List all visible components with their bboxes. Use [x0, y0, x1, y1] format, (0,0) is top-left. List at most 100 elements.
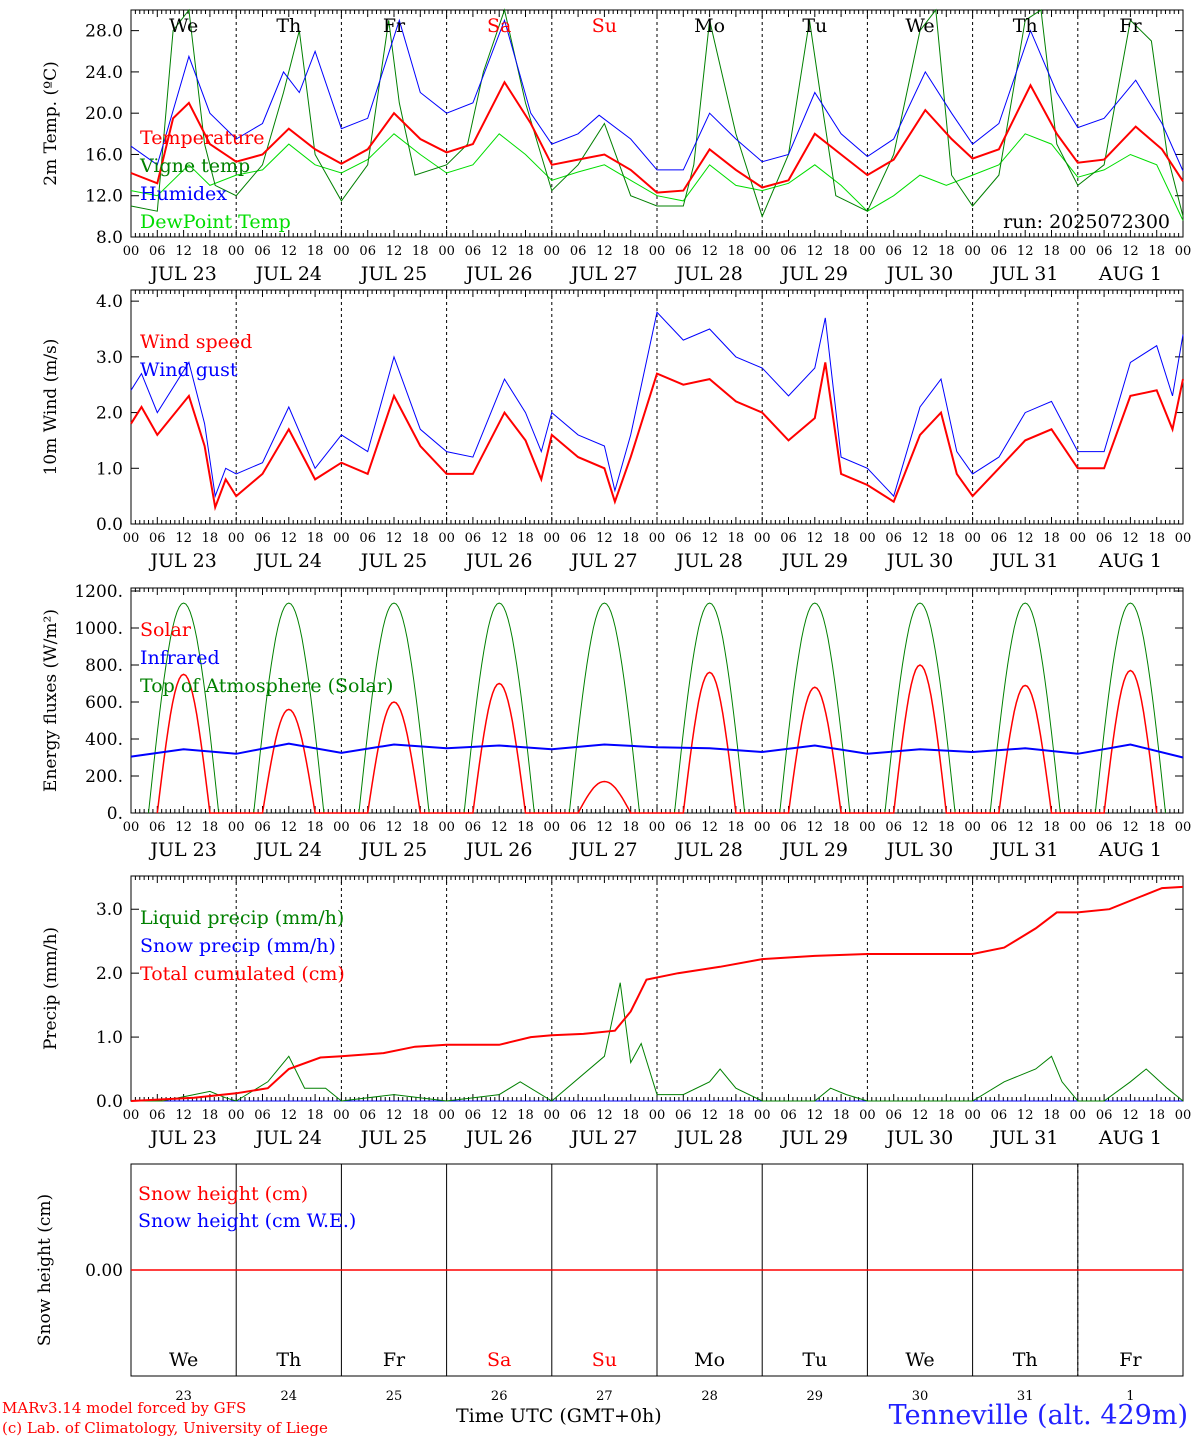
hour-tick-label: 12 — [1122, 820, 1139, 835]
hour-tick-label: 12 — [596, 531, 613, 546]
run-label: run: 2025072300 — [1003, 211, 1170, 233]
hour-tick-label: 06 — [570, 820, 587, 835]
hour-tick-label: 00 — [333, 1108, 350, 1123]
hour-tick-label: 18 — [412, 1108, 429, 1123]
y-tick-label: 4.0 — [96, 292, 123, 312]
legend-solar: Solar — [140, 619, 192, 641]
date-label: JUL 23 — [148, 550, 216, 572]
hour-tick-label: 00 — [1175, 1108, 1192, 1123]
hour-tick-label: 06 — [254, 820, 271, 835]
hour-tick-label: 12 — [175, 531, 192, 546]
weekday-label: We — [169, 15, 198, 37]
weekday-label: Sa — [487, 1349, 511, 1371]
hour-tick-label: 06 — [885, 531, 902, 546]
y-tick-label: 0.00 — [85, 1261, 123, 1281]
date-label: JUL 28 — [674, 550, 742, 572]
hour-tick-label: 00 — [438, 531, 455, 546]
legend-cumulated: Total cumulated (cm) — [140, 963, 345, 985]
date-label: JUL 23 — [148, 1127, 216, 1149]
date-label: JUL 31 — [990, 839, 1058, 861]
hour-tick-label: 18 — [1148, 531, 1165, 546]
hour-tick-label: 12 — [386, 820, 403, 835]
date-label: JUL 24 — [254, 263, 322, 285]
hour-tick-label: 18 — [517, 1108, 534, 1123]
legend-humidex: Humidex — [140, 183, 227, 205]
hour-tick-label: 12 — [701, 820, 718, 835]
hour-tick-label: 18 — [938, 244, 955, 259]
hour-tick-label: 18 — [833, 244, 850, 259]
date-label: JUL 25 — [359, 1127, 427, 1149]
hour-tick-label: 00 — [754, 531, 771, 546]
date-label: AUG 1 — [1098, 550, 1162, 572]
panel-3-ylabel: Energy fluxes (W/m²) — [41, 609, 61, 792]
hour-tick-label: 00 — [1070, 820, 1087, 835]
date-label: JUL 28 — [674, 263, 742, 285]
series-solar — [156, 664, 1158, 814]
hour-tick-label: 06 — [780, 531, 797, 546]
legend-wind_gust: Wind gust — [140, 359, 238, 381]
hour-tick-label: 06 — [570, 531, 587, 546]
hour-tick-label: 06 — [570, 1108, 587, 1123]
series-liquid — [131, 982, 1184, 1102]
hour-tick-label: 06 — [149, 1108, 166, 1123]
date-label: JUL 27 — [569, 1127, 637, 1149]
hour-tick-label: 06 — [991, 531, 1008, 546]
date-label: AUG 1 — [1098, 263, 1162, 285]
hour-tick-label: 18 — [833, 820, 850, 835]
hour-tick-label: 18 — [938, 531, 955, 546]
y-tick-label: 2.0 — [96, 404, 123, 424]
y-tick-label: 28.0 — [85, 22, 123, 42]
legend-infrared: Infrared — [140, 647, 220, 669]
hour-tick-label: 12 — [912, 820, 929, 835]
hour-tick-label: 18 — [202, 244, 219, 259]
hour-tick-label: 18 — [938, 820, 955, 835]
legend-wind_speed: Wind speed — [140, 331, 252, 353]
hour-tick-label: 18 — [202, 820, 219, 835]
date-label: JUL 25 — [359, 263, 427, 285]
hour-tick-label: 12 — [912, 1108, 929, 1123]
day-number-label: 29 — [807, 1389, 824, 1404]
date-label: JUL 26 — [464, 839, 532, 861]
time-axis-label: Time UTC (GMT+0h) — [456, 1405, 662, 1427]
hour-tick-label: 18 — [1043, 244, 1060, 259]
hour-tick-label: 00 — [333, 531, 350, 546]
hour-tick-label: 06 — [1096, 531, 1113, 546]
hour-tick-label: 18 — [728, 531, 745, 546]
hour-tick-label: 12 — [175, 820, 192, 835]
weekday-label: Fr — [383, 15, 406, 37]
hour-tick-label: 12 — [175, 1108, 192, 1123]
date-label: JUL 31 — [990, 263, 1058, 285]
legend-liquid: Liquid precip (mm/h) — [140, 907, 344, 929]
hour-tick-label: 06 — [1096, 1108, 1113, 1123]
y-tick-label: 3.0 — [96, 348, 123, 368]
hour-tick-label: 06 — [1096, 820, 1113, 835]
weekday-label: Sa — [487, 15, 511, 37]
date-label: JUL 23 — [148, 263, 216, 285]
hour-tick-label: 00 — [859, 1108, 876, 1123]
hour-tick-label: 18 — [1043, 820, 1060, 835]
hour-tick-label: 12 — [912, 244, 929, 259]
y-tick-label: 8.0 — [96, 228, 123, 248]
hour-tick-label: 00 — [754, 820, 771, 835]
hour-tick-label: 06 — [359, 1108, 376, 1123]
hour-tick-label: 18 — [517, 244, 534, 259]
date-label: JUL 24 — [254, 1127, 322, 1149]
hour-tick-label: 06 — [780, 1108, 797, 1123]
day-number-label: 27 — [596, 1389, 613, 1404]
hour-tick-label: 12 — [807, 820, 824, 835]
day-number-label: 30 — [912, 1389, 929, 1404]
panel-3-frame — [130, 587, 1184, 814]
hour-tick-label: 00 — [1070, 1108, 1087, 1123]
hour-tick-label: 18 — [938, 1108, 955, 1123]
weekday-label: Su — [592, 15, 617, 37]
hour-tick-label: 18 — [622, 1108, 639, 1123]
weekday-label: Tu — [802, 1349, 827, 1371]
hour-tick-label: 12 — [701, 1108, 718, 1123]
y-tick-label: 12.0 — [85, 187, 123, 207]
date-label: AUG 1 — [1098, 839, 1162, 861]
hour-tick-label: 12 — [596, 244, 613, 259]
series-wind_speed — [130, 362, 1184, 512]
date-label: JUL 27 — [569, 263, 637, 285]
series-dewpoint — [130, 133, 1184, 221]
